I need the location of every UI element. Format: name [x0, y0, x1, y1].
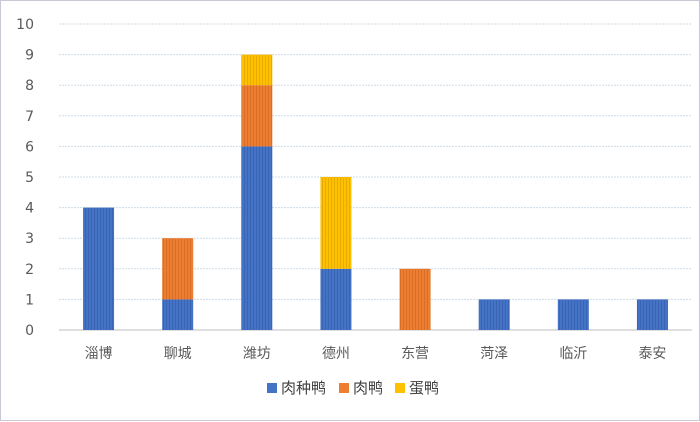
y-tick-label: 9: [25, 48, 34, 64]
bar-segment-肉种鸭-淄博: [83, 207, 115, 330]
legend-swatch: [395, 383, 405, 393]
y-tick-label: 10: [16, 17, 34, 33]
x-tick-label: 德州: [322, 346, 350, 362]
y-tick-label: 2: [25, 262, 34, 278]
legend-swatch: [339, 383, 349, 393]
bar-segment-肉种鸭-菏泽: [478, 299, 510, 330]
bar-segment-蛋鸭-潍坊: [241, 54, 273, 86]
legend: 肉种鸭 肉鸭 蛋鸭: [267, 379, 439, 397]
y-tick-label: 3: [25, 231, 34, 247]
bar-segment-肉鸭-潍坊: [241, 85, 273, 147]
y-tick-label: 8: [25, 78, 34, 94]
bar-segment-肉种鸭-临沂: [557, 299, 589, 330]
legend-swatch: [267, 383, 277, 393]
bars: [83, 54, 668, 330]
bar-segment-肉鸭-东营: [399, 268, 431, 330]
bar-segment-肉种鸭-德州: [320, 268, 352, 330]
x-tick-label: 淄博: [85, 345, 113, 362]
bar-segment-肉种鸭-聊城: [162, 299, 194, 330]
bar-segment-肉种鸭-潍坊: [241, 146, 273, 330]
x-tick-label: 东营: [401, 346, 429, 362]
y-tick-label: 0: [25, 323, 34, 339]
bar-segment-肉鸭-聊城: [162, 238, 194, 300]
x-tick-label: 菏泽: [480, 346, 508, 362]
y-tick-label: 4: [25, 201, 34, 217]
y-tick-label: 5: [25, 170, 34, 186]
legend-label: 肉种鸭: [281, 379, 326, 397]
y-tick-label: 6: [25, 139, 34, 155]
y-tick-label: 1: [25, 292, 34, 308]
legend-label: 肉鸭: [353, 379, 383, 397]
x-tick-label: 潍坊: [243, 346, 271, 362]
x-tick-label: 聊城: [164, 346, 192, 362]
x-tick-label: 临沂: [559, 346, 587, 362]
y-tick-label: 7: [25, 109, 34, 125]
x-tick-label: 泰安: [638, 346, 666, 362]
gridlines: [59, 23, 692, 331]
y-axis-ticks: 0 1 2 3 4 5 6 7 8 9 10: [16, 17, 34, 339]
x-axis-ticks: 淄博 聊城 潍坊 德州 东营 菏泽 临沂 泰安: [85, 345, 667, 362]
bar-segment-蛋鸭-德州: [320, 177, 352, 269]
bar-segment-肉种鸭-泰安: [636, 299, 668, 330]
legend-label: 蛋鸭: [409, 379, 439, 397]
